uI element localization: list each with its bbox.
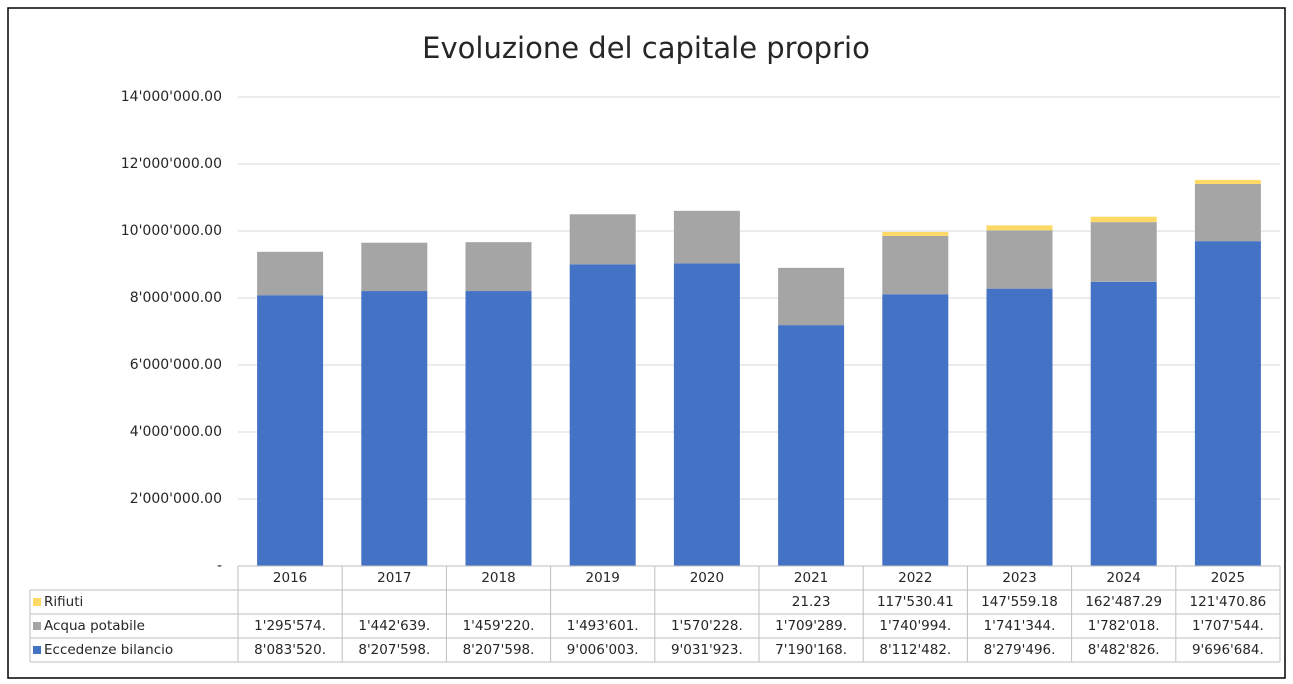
table-value: 9'006'003. [567,642,639,658]
table-value: 1'442'639. [358,618,430,634]
y-tick-label: 10'000'000.00 [121,223,222,239]
bar-segment [882,235,949,295]
bar-segment [257,251,324,296]
x-tick-label: 2019 [586,570,620,586]
y-tick-label: - [217,558,222,574]
bar-segment [1090,216,1157,223]
y-tick-label: 4'000'000.00 [130,424,222,440]
table-value: 9'031'923. [671,642,743,658]
bar-segment [986,230,1053,289]
table-value: 121'470.86 [1190,594,1267,610]
legend-key [33,598,41,606]
x-tick-label: 2024 [1107,570,1141,586]
table-value: 9'696'684. [1192,642,1264,658]
x-tick-label: 2025 [1211,570,1245,586]
legend-label: Rifiuti [44,594,83,610]
table-value: 1'570'228. [671,618,743,634]
bar-segment [361,291,428,566]
y-tick-label: 12'000'000.00 [121,156,222,172]
chart-title: Evoluzione del capitale proprio [422,31,870,65]
table-value: 1'709'289. [775,618,847,634]
bar-segment [778,325,845,566]
table-value: 147'559.18 [981,594,1058,610]
table-value: 8'207'598. [463,642,535,658]
table-value: 21.23 [792,594,831,610]
bar-segment [882,294,949,566]
table-value: 8'112'482. [879,642,951,658]
bar-segment [465,291,532,566]
bar-segment [986,288,1053,566]
table-value: 1'707'544. [1192,618,1264,634]
x-tick-label: 2017 [377,570,411,586]
x-tick-label: 2020 [690,570,724,586]
bar-segment [361,242,428,292]
table-value: 1'741'344. [984,618,1056,634]
table-value: 1'493'601. [567,618,639,634]
y-tick-label: 14'000'000.00 [121,89,222,105]
table-value: 117'530.41 [877,594,954,610]
legend-label: Acqua potabile [44,618,145,634]
table-value: 8'279'496. [984,642,1056,658]
table-value: 8'083'520. [254,642,326,658]
bar-segment [569,214,636,265]
bar-segment [1194,183,1261,242]
table-value: 8'207'598. [358,642,430,658]
table-value: 8'482'826. [1088,642,1160,658]
x-tick-label: 2023 [1002,570,1036,586]
table-value: 1'782'018. [1088,618,1160,634]
table-value: 162'487.29 [1085,594,1162,610]
x-tick-label: 2016 [273,570,307,586]
table-value: 1'295'574. [254,618,326,634]
bar-segment [465,242,532,292]
bar-segment [1090,281,1157,566]
table-value: 7'190'168. [775,642,847,658]
y-tick-label: 8'000'000.00 [130,290,222,306]
legend-key [33,646,41,654]
legend-label: Eccedenze bilancio [44,642,173,658]
bar-segment [1194,179,1261,184]
bar-segment [986,225,1053,231]
bar-segment [673,263,740,566]
table-value: 1'459'220. [463,618,535,634]
bar-segment [673,210,740,264]
bar-segment [778,267,845,326]
x-tick-label: 2018 [481,570,515,586]
x-tick-label: 2021 [794,570,828,586]
bar-segment [1090,222,1157,282]
legend-key [33,622,41,630]
table-value: 1'740'994. [879,618,951,634]
bar-segment [882,231,949,236]
y-tick-label: 2'000'000.00 [130,491,222,507]
x-tick-label: 2022 [898,570,932,586]
bar-segment [257,295,324,566]
bar-segment [569,264,636,566]
bar-segment [1194,241,1261,567]
y-tick-label: 6'000'000.00 [130,357,222,373]
